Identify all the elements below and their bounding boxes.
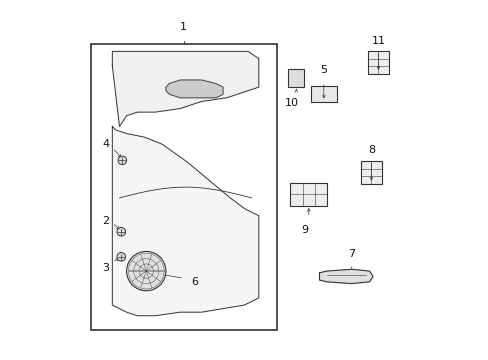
Circle shape: [126, 251, 165, 291]
Bar: [91, 44, 276, 330]
Text: 6: 6: [191, 277, 198, 287]
Text: 3: 3: [102, 262, 109, 273]
Circle shape: [117, 252, 125, 261]
Circle shape: [118, 156, 126, 165]
Polygon shape: [112, 126, 258, 316]
Text: 1: 1: [180, 22, 187, 32]
Text: 9: 9: [300, 225, 307, 235]
Text: 11: 11: [371, 36, 385, 46]
FancyBboxPatch shape: [360, 161, 381, 184]
Polygon shape: [319, 269, 372, 284]
Text: 8: 8: [367, 145, 374, 155]
Polygon shape: [165, 80, 223, 98]
Polygon shape: [112, 51, 258, 126]
FancyBboxPatch shape: [311, 86, 336, 103]
Text: 4: 4: [102, 139, 109, 149]
Circle shape: [117, 228, 125, 236]
Text: 5: 5: [320, 64, 326, 75]
FancyBboxPatch shape: [290, 183, 326, 206]
Text: 2: 2: [102, 216, 109, 226]
Text: 7: 7: [347, 249, 354, 259]
Text: 10: 10: [285, 98, 298, 108]
FancyBboxPatch shape: [288, 69, 304, 87]
FancyBboxPatch shape: [367, 51, 388, 73]
